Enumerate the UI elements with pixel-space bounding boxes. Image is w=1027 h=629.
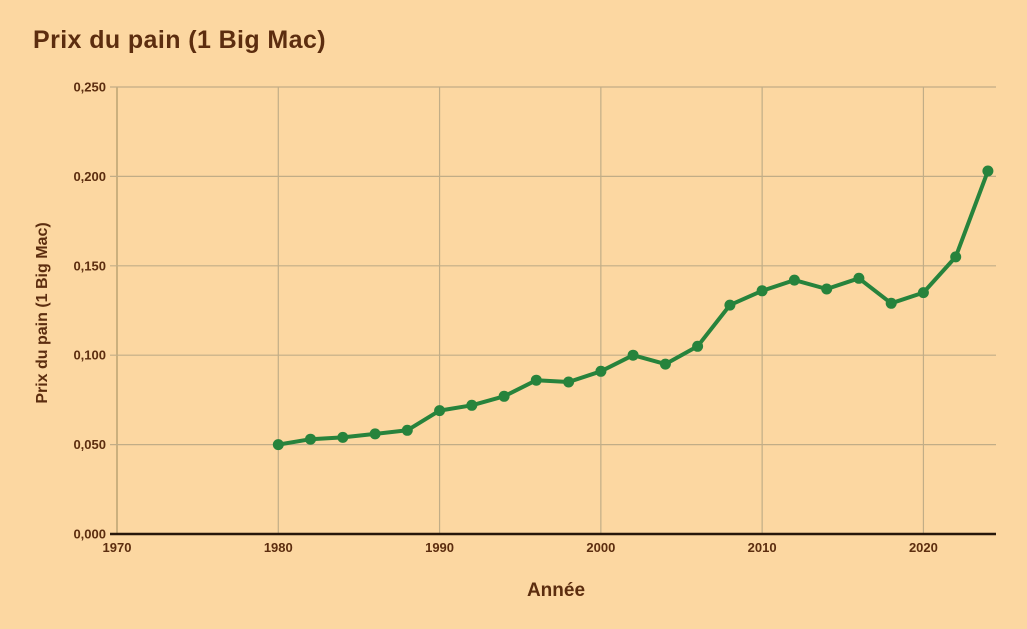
data-point — [692, 340, 704, 352]
data-point — [627, 349, 639, 361]
data-point — [885, 297, 897, 309]
data-point — [272, 439, 284, 451]
chart-title: Prix du pain (1 Big Mac) — [33, 26, 326, 54]
data-point — [788, 274, 800, 286]
data-point — [401, 424, 413, 436]
y-tick-label: 0,250 — [73, 80, 106, 95]
x-tick-label: 2000 — [586, 540, 615, 555]
data-point — [530, 374, 542, 386]
data-point — [659, 358, 671, 370]
y-tick-label: 0,150 — [73, 258, 106, 273]
y-tick-label: 0,050 — [73, 437, 106, 452]
data-point — [950, 251, 962, 263]
x-tick-label: 2010 — [748, 540, 777, 555]
data-point — [853, 272, 865, 284]
data-point — [466, 399, 478, 411]
y-tick-label: 0,000 — [73, 527, 106, 542]
data-point — [595, 365, 607, 377]
data-point — [369, 428, 381, 440]
data-point — [982, 165, 994, 177]
x-tick-label: 2020 — [909, 540, 938, 555]
x-tick-label: 1980 — [264, 540, 293, 555]
data-point — [305, 433, 316, 445]
y-axis-title: Prix du pain (1 Big Mac) — [34, 222, 51, 404]
y-tick-label: 0,100 — [73, 348, 106, 363]
x-axis-title: Année — [526, 580, 586, 601]
data-point — [563, 376, 575, 388]
data-point — [917, 287, 929, 299]
data-line — [276, 169, 990, 447]
data-point — [756, 285, 768, 297]
data-point — [724, 299, 736, 311]
y-tick-label: 0,200 — [73, 169, 106, 184]
data-point — [434, 405, 446, 417]
x-tick-label: 1970 — [103, 540, 132, 555]
data-point — [498, 390, 510, 402]
x-tick-label: 1990 — [425, 540, 454, 555]
data-point — [821, 283, 833, 295]
data-point — [337, 431, 349, 443]
